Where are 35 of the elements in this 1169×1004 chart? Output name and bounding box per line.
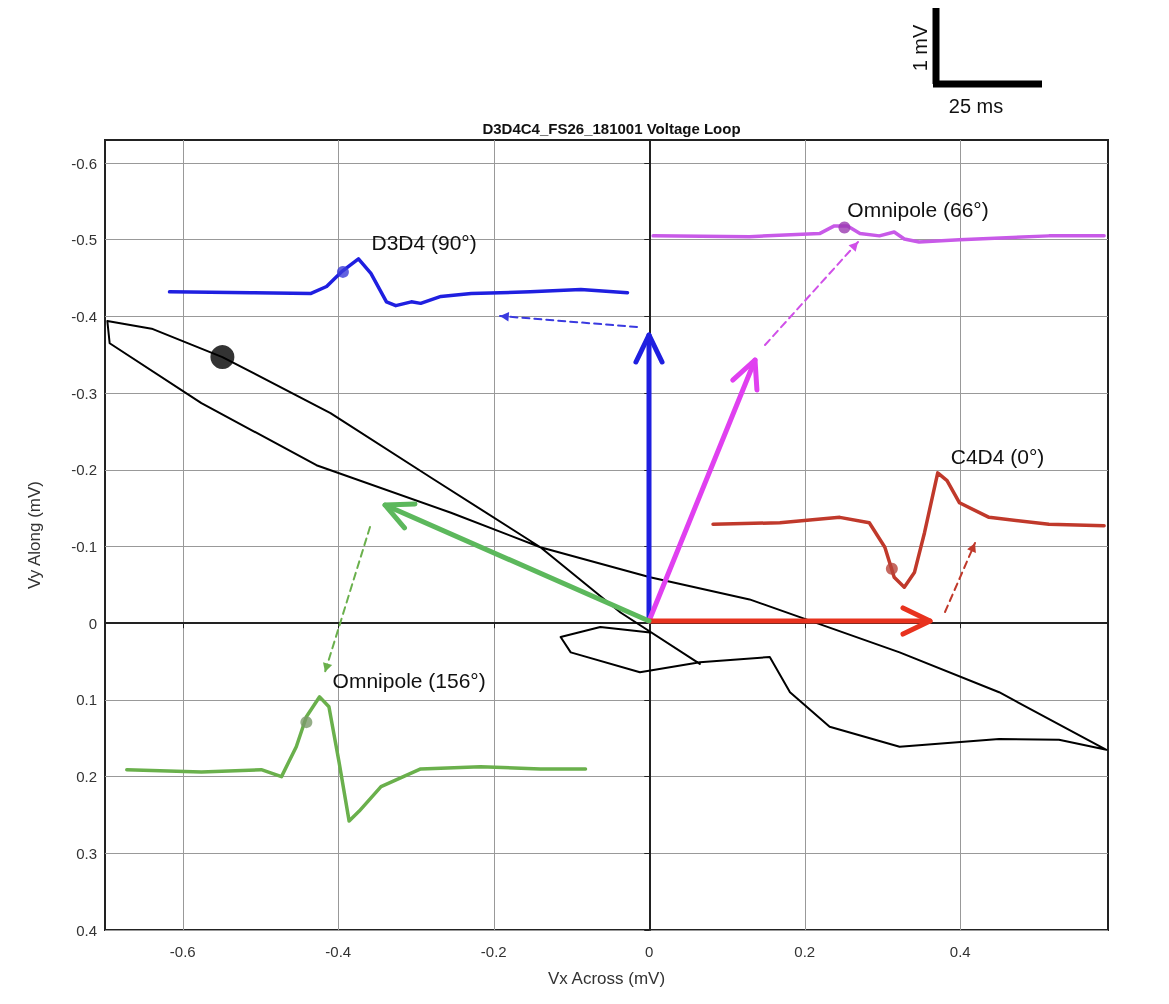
x-tick-label: 0.2 [794, 943, 816, 960]
line-series [106, 320, 1108, 751]
chart-title: D3D4C4_FS26_181001 Voltage Loop [482, 120, 741, 137]
series-label: D3D4 (90°) [371, 231, 477, 255]
line-series [711, 471, 1106, 589]
y-tick-label: 0.4 [76, 921, 97, 939]
series-label: C4D4 (0°) [950, 445, 1045, 469]
line-series [125, 695, 588, 823]
y-tick-label: -0.3 [71, 384, 97, 402]
y-tick-label: 0.2 [76, 768, 97, 786]
x-axis-title: Vx Across (mV) [547, 969, 666, 988]
point [838, 221, 851, 234]
legend-label: Omnipole (156°) [332, 669, 486, 693]
text: 25 ms [948, 95, 1004, 117]
y-tick-label: 0.3 [76, 844, 97, 862]
x-tick-label: 0.4 [949, 943, 971, 960]
y-tick-label: 0 [88, 614, 97, 632]
y-tick-label: -0.5 [71, 231, 97, 249]
x-tick-label: -0.6 [169, 943, 196, 960]
series-label: Omnipole (66°) [847, 198, 989, 222]
x-tick-label: 0 [645, 943, 654, 960]
y-tick-label: -0.4 [71, 307, 97, 325]
line-series [167, 257, 630, 308]
y-tick-label: -0.1 [71, 538, 97, 555]
y-tick-label: -0.6 [71, 154, 97, 172]
y-axis-title: Vy Along (mV) [25, 480, 44, 590]
y-tick-label: 0.1 [76, 691, 97, 709]
x-tick-label: -0.2 [480, 943, 507, 960]
point [300, 716, 313, 729]
point [336, 265, 349, 278]
point [885, 562, 898, 575]
point [210, 345, 235, 370]
y-tick-label: -0.2 [71, 461, 97, 479]
text: 1 mV [909, 24, 931, 72]
x-tick-label: -0.4 [325, 943, 352, 960]
